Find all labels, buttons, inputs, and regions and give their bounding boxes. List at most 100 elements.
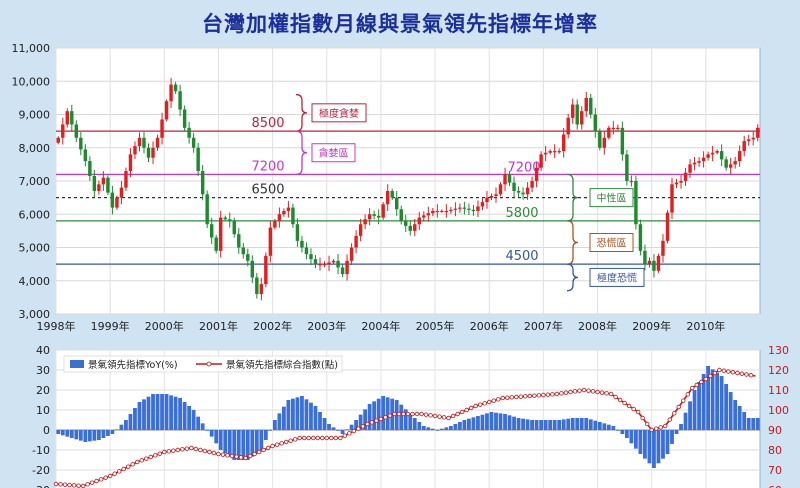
x-tick-label: 2010年 (686, 319, 725, 333)
composite-index-point (405, 411, 411, 417)
yoy-bar (737, 406, 742, 430)
candle-body (489, 195, 494, 198)
candle-body (539, 154, 543, 168)
composite-index-point (180, 447, 185, 452)
candle-body (440, 210, 444, 213)
composite-index-point (509, 395, 514, 400)
composite-index-point (640, 415, 645, 421)
x-tick-label: 1999年 (91, 319, 130, 333)
composite-index-point (491, 398, 496, 403)
composite-index-point (487, 399, 492, 405)
yoy-bar (160, 394, 164, 430)
composite-index-point (396, 411, 402, 417)
yoy-bar (733, 400, 738, 430)
candle-body (625, 154, 629, 181)
yoy-bar (543, 420, 548, 430)
candle-body (191, 137, 196, 148)
yoy-bar (367, 404, 372, 430)
composite-index-point (365, 421, 370, 427)
yoy-bar (78, 430, 83, 441)
composite-index-point (98, 477, 104, 482)
yoy-bar (561, 419, 566, 430)
yoy-bar (96, 430, 101, 440)
yoy-bar (227, 430, 232, 457)
candle-body (88, 161, 92, 177)
candle-body (534, 167, 539, 181)
yoy-bar (588, 419, 593, 430)
candle-body (304, 247, 309, 255)
y-tick-label: 11,000 (12, 42, 51, 55)
candle-body (205, 194, 209, 225)
composite-index-point (107, 473, 113, 479)
candle-body (322, 264, 327, 266)
composite-index-point (297, 435, 302, 441)
candle-body (701, 157, 706, 162)
composite-index-point (112, 471, 117, 476)
candle-body (571, 104, 575, 118)
yoy-bar (291, 398, 295, 430)
x-tick-label: 2008年 (578, 319, 617, 333)
candle-body (719, 151, 724, 160)
page-title: 台灣加權指數月線與景氣領先指標年增率 (202, 12, 598, 36)
index-chart: 8500 7200 6500 5800 4500 7200 極度貪婪貪婪區中性區恐慌區極度恐… (12, 42, 761, 333)
candle-body (652, 260, 656, 271)
yoy-bar (340, 430, 345, 434)
candle-body (480, 202, 485, 207)
yoy-bar (629, 430, 634, 444)
yoy-bar (674, 430, 679, 434)
candle-body (408, 225, 412, 231)
yoy-bar (322, 418, 327, 430)
composite-index-point (703, 376, 709, 382)
candle-body (367, 214, 372, 220)
composite-index-point (595, 389, 600, 395)
composite-index-point (374, 418, 379, 423)
candle-body (665, 212, 670, 241)
candle-body (485, 197, 489, 203)
composite-index-point (80, 483, 86, 488)
yoy-bar (272, 420, 277, 430)
yoy-bar (164, 394, 169, 430)
yoy-bar (521, 418, 525, 430)
composite-index-point (604, 391, 609, 396)
composite-index-point (157, 451, 162, 456)
yoy-bar (354, 420, 358, 430)
yoy-bar (701, 374, 706, 430)
composite-index-point (94, 478, 99, 484)
candle-body (187, 127, 191, 138)
candle-body (124, 171, 128, 188)
composite-index-point (225, 453, 230, 458)
composite-index-point (419, 411, 424, 417)
zone-label: 貪婪區 (319, 147, 349, 160)
candle-body (286, 207, 291, 211)
yoy-bar (218, 430, 223, 450)
candle-body (92, 176, 97, 191)
composite-index-point (315, 435, 320, 441)
composite-index-point (473, 403, 478, 409)
y-tick-label: 3,000 (19, 308, 51, 321)
yoy-bar (137, 402, 142, 430)
composite-index-point (62, 482, 68, 487)
composite-index-point (500, 395, 505, 401)
composite-index-point (690, 385, 695, 391)
candle-body (530, 181, 534, 188)
composite-index-point (635, 409, 641, 415)
composite-index-point (699, 379, 704, 385)
y-tick-label: 7,000 (19, 175, 51, 188)
candle-body (246, 254, 250, 261)
yoy-bar (187, 406, 192, 430)
yoy-bar (304, 399, 309, 430)
candle-body (255, 277, 259, 295)
yoy-bar (106, 430, 110, 436)
candle-body (70, 111, 74, 125)
candle-body (395, 197, 399, 210)
yoy-bar (715, 372, 720, 430)
reference-label-7200-secondary: 7200 (507, 160, 540, 175)
candle-body (74, 124, 79, 138)
composite-index-point (162, 449, 167, 455)
y2-tick-label: 70 (768, 464, 782, 477)
yoy-bar (259, 430, 264, 450)
composite-index-point (554, 391, 560, 397)
yoy-bar (173, 396, 178, 430)
yoy-bar (539, 420, 544, 430)
